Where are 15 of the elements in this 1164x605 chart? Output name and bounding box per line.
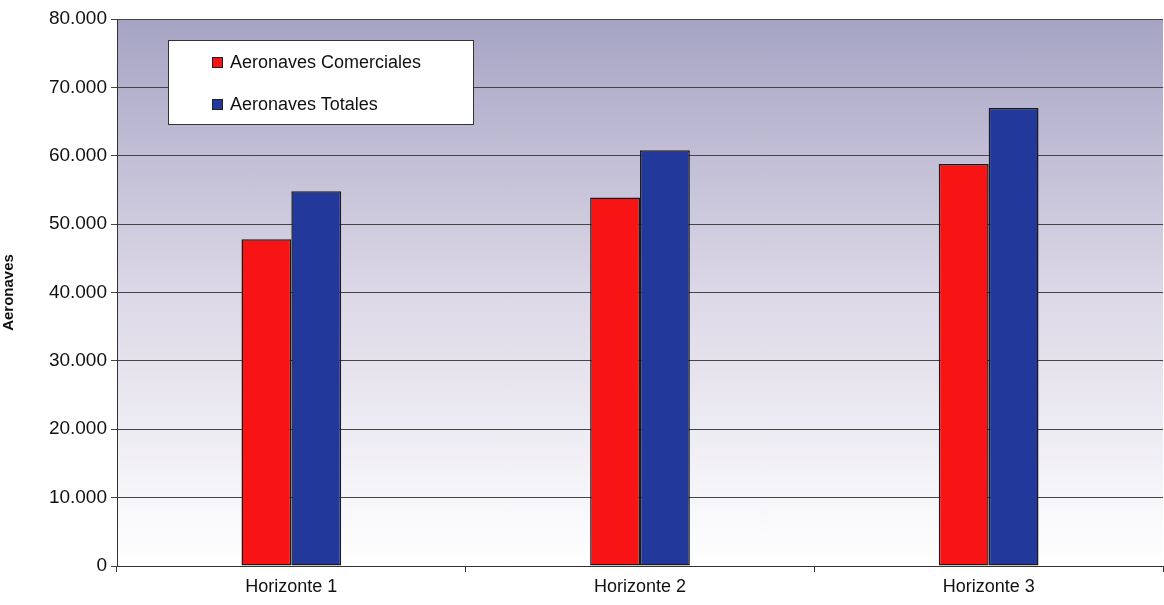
y-tick-label: 80.000	[48, 7, 107, 29]
y-tick-label: 30.000	[48, 349, 107, 371]
x-tick-label: Horizonte 3	[942, 575, 1035, 596]
x-tick-label: Horizonte 2	[593, 575, 687, 596]
y-tick-label: 50.000	[48, 212, 107, 234]
y-tick-label: 40.000	[48, 280, 107, 302]
legend-label: Aeronaves Totales	[230, 93, 378, 115]
y-axis-title: Aeronaves	[0, 254, 17, 331]
y-tick-label: 70.000	[48, 75, 107, 97]
y-tick-label: 10.000	[48, 485, 107, 507]
y-tick-label: 60.000	[48, 143, 107, 165]
legend-label: Aeronaves Comerciales	[230, 51, 422, 73]
y-tick-label: 0	[96, 554, 107, 576]
y-tick-label: 20.000	[48, 417, 107, 439]
x-tick-label: Horizonte 1	[245, 575, 338, 596]
